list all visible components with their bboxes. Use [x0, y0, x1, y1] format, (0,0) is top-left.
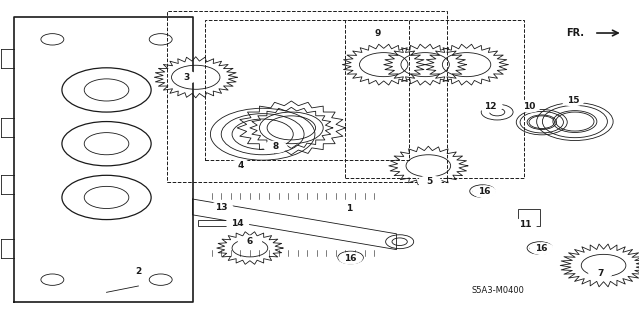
Text: 16: 16: [478, 187, 491, 196]
Bar: [198, 220, 246, 226]
Text: 10: 10: [523, 102, 535, 111]
Circle shape: [229, 160, 252, 172]
Text: 3: 3: [183, 73, 189, 82]
Text: 14: 14: [231, 219, 243, 228]
Text: S5A3-M0400: S5A3-M0400: [472, 286, 525, 295]
Text: 2: 2: [135, 267, 141, 276]
Circle shape: [239, 236, 261, 248]
Circle shape: [210, 202, 233, 213]
Circle shape: [339, 252, 362, 264]
Text: 1: 1: [346, 204, 352, 213]
Text: 9: 9: [374, 28, 381, 38]
Bar: [205, 20, 409, 160]
Text: 16: 16: [344, 254, 357, 263]
Text: FR.: FR.: [566, 28, 584, 38]
Text: 8: 8: [272, 142, 278, 151]
Bar: [518, 210, 540, 226]
Text: 6: 6: [247, 237, 253, 246]
Text: 15: 15: [567, 96, 579, 105]
Text: 16: 16: [536, 244, 548, 253]
Circle shape: [518, 101, 540, 112]
Circle shape: [531, 243, 553, 254]
Bar: [346, 20, 524, 178]
Circle shape: [561, 94, 584, 106]
Circle shape: [226, 218, 248, 229]
Text: 7: 7: [597, 269, 604, 278]
Circle shape: [175, 71, 198, 83]
Circle shape: [514, 219, 537, 230]
Text: 12: 12: [484, 102, 497, 111]
Text: 13: 13: [215, 203, 227, 212]
Text: 5: 5: [426, 177, 433, 186]
Circle shape: [337, 203, 360, 214]
Text: 4: 4: [237, 161, 244, 170]
Circle shape: [589, 268, 612, 279]
Bar: [167, 11, 447, 182]
Circle shape: [127, 266, 150, 278]
Circle shape: [473, 186, 496, 197]
Circle shape: [479, 101, 502, 112]
Circle shape: [264, 141, 287, 152]
Circle shape: [366, 27, 389, 39]
Circle shape: [418, 176, 441, 187]
Text: 11: 11: [519, 220, 531, 229]
